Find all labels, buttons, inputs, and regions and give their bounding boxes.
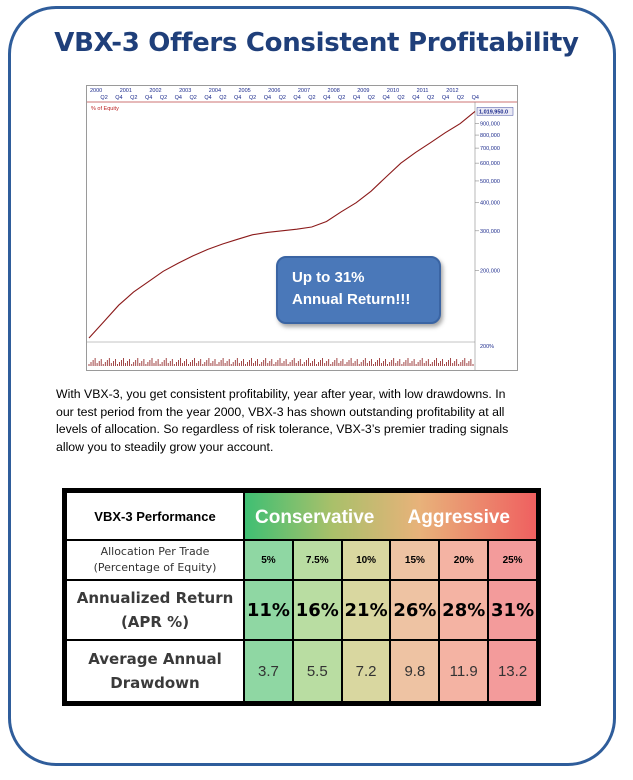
paragraph-line: With VBX-3, you get consistent profitabi… [56,387,506,401]
year-tick-label: 2004 [209,88,221,94]
risk-spectrum-header: Conservative Aggressive [243,491,538,541]
allocation-label-line-1: Allocation Per Trade [100,545,210,558]
allocation-cell: 15% [389,539,441,581]
quarter-tick-label: Q4 [323,95,330,101]
apr-cell: 28% [438,579,490,641]
y-tick-label: 700,000 [480,146,500,152]
year-tick-label: 2002 [149,88,161,94]
quarter-tick-label: Q2 [368,95,375,101]
year-tick-label: 2009 [357,88,369,94]
lower-panel-bars [88,358,474,366]
equity-chart-svg: 2000 2001 2002 2003 2004 2005 2006 2007 2008 2009… [87,86,517,370]
year-tick-label: 2001 [120,88,132,94]
drawdown-cell: 11.9 [438,639,490,703]
allocation-label-line-2: (Percentage of Equity) [93,561,217,574]
apr-cell: 21% [340,579,392,641]
apr-row-label: Annualized Return (APR %) [65,579,245,641]
apr-cell: 11% [243,579,294,641]
y-tick-label: 900,000 [480,122,500,128]
callout-line-1: Up to 31% [292,269,365,286]
quarter-tick-label: Q4 [145,95,152,101]
year-tick-label: 2012 [446,88,458,94]
apr-cell: 26% [389,579,441,641]
drawdown-cell: 5.5 [291,639,343,703]
y-tick-label: 400,000 [480,201,500,207]
rounded-frame [8,6,616,766]
quarter-tick-label: Q2 [397,95,404,101]
drawdown-cell: 3.7 [243,639,294,703]
year-tick-label: 2000 [90,88,102,94]
drawdown-label-line-1: Average Annual [88,650,222,668]
quarter-tick-label: Q4 [264,95,271,101]
quarter-tick-label: Q2 [160,95,167,101]
quarter-tick-label: Q2 [338,95,345,101]
y-tick-label: 500,000 [480,179,500,185]
quarter-tick-label: Q2 [249,95,256,101]
drawdown-cell: 13.2 [487,639,538,703]
y-tick-label: 200,000 [480,268,500,274]
quarter-tick-label: Q2 [130,95,137,101]
allocation-cell: 7.5% [291,539,343,581]
apr-label-line-1: Annualized Return [76,589,234,607]
conservative-label: Conservative [255,507,375,528]
quarter-tick-label: Q2 [190,95,197,101]
paragraph-line: levels of allocation. So regardless of r… [56,422,509,436]
quarter-tick-label: Q4 [442,95,449,101]
drawdown-cell: 7.2 [340,639,392,703]
allocation-cell: 5% [243,539,294,581]
aggressive-label: Aggressive [407,507,510,528]
last-value-label: 1,019,950.0 [479,109,508,115]
y-tick-label: 800,000 [480,133,500,139]
quarter-tick-label: Q4 [472,95,479,101]
y-tick-label: 600,000 [480,161,500,167]
callout-line-2: Annual Return!!! [292,291,411,308]
apr-cell: 31% [487,579,538,641]
drawdown-cell: 9.8 [389,639,441,703]
equity-line [88,110,476,339]
year-tick-label: 2005 [238,88,250,94]
year-tick-label: 2008 [328,88,340,94]
year-tick-label: 2006 [268,88,280,94]
equity-chart: 2000 2001 2002 2003 2004 2005 2006 2007 2008 2009… [86,85,518,371]
quarter-tick-label: Q2 [279,95,286,101]
last-value-badge [476,107,514,116]
quarter-tick-label: Q4 [353,95,360,101]
performance-table: VBX-3 Performance Conservative Aggressiv… [62,488,541,706]
quarter-tick-label: Q4 [175,95,182,101]
allocation-row-label: Allocation Per Trade (Percentage of Equi… [65,539,245,581]
return-callout: Up to 31% Annual Return!!! [276,256,441,324]
page-title: VBX-3 Offers Consistent Profitability [54,28,579,58]
quarter-tick-label: Q4 [383,95,390,101]
table-header-title: VBX-3 Performance [65,491,245,541]
drawdown-label-line-2: Drawdown [110,674,200,692]
quarter-tick-label: Q2 [427,95,434,101]
year-tick-label: 2007 [298,88,310,94]
lower-panel-label: 200% [480,344,494,350]
quarter-tick-label: Q2 [100,95,107,101]
quarter-tick-label: Q4 [115,95,122,101]
y-tick-label: 300,000 [480,229,500,235]
apr-label-line-2: (APR %) [120,613,190,631]
chart-header [87,86,517,102]
allocation-cell: 25% [487,539,538,581]
quarter-tick-label: Q2 [219,95,226,101]
year-tick-label: 2003 [179,88,191,94]
quarter-tick-label: Q4 [412,95,419,101]
quarter-tick-label: Q4 [293,95,300,101]
y-axis-title: % of Equity [91,106,119,112]
paragraph-line: allow you to steadily grow your account. [56,439,274,454]
allocation-cell: 10% [340,539,392,581]
year-tick-label: 2011 [417,88,429,94]
paragraph-line: our test period from the year 2000, VBX-… [56,404,505,419]
year-tick-label: 2010 [387,88,399,94]
quarter-tick-label: Q4 [234,95,241,101]
quarter-tick-label: Q2 [308,95,315,101]
quarter-tick-label: Q2 [457,95,464,101]
drawdown-row-label: Average Annual Drawdown [65,639,245,703]
quarter-tick-label: Q4 [204,95,211,101]
description-paragraph: With VBX-3, you get consistent profitabi… [56,386,556,456]
apr-cell: 16% [291,579,343,641]
allocation-cell: 20% [438,539,490,581]
